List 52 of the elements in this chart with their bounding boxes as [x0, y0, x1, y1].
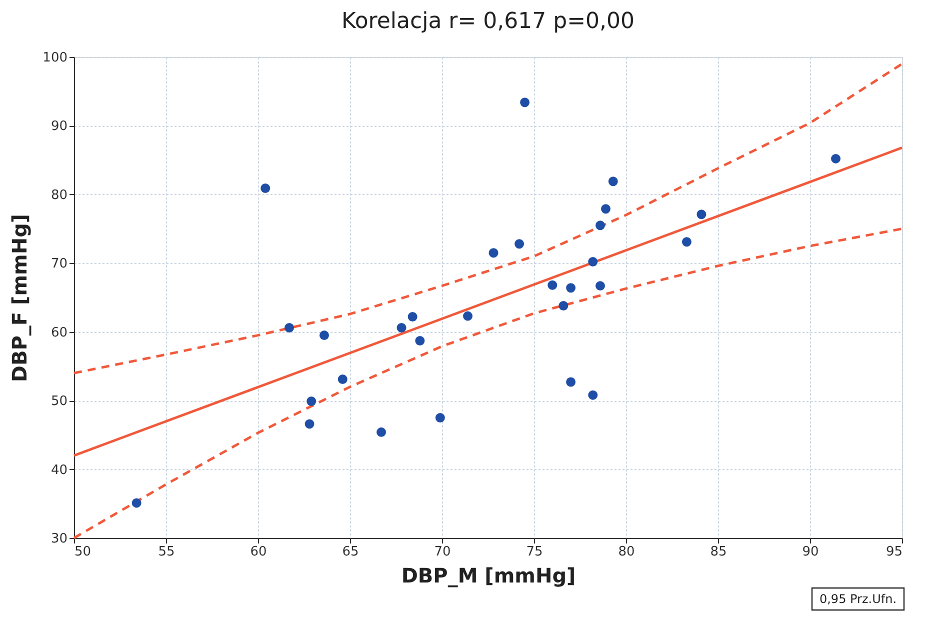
point: [588, 257, 598, 266]
point: [304, 419, 314, 429]
y-tick-label: 50: [50, 394, 68, 410]
x-tick-label: 55: [158, 544, 175, 560]
point: [682, 237, 692, 247]
point: [463, 311, 473, 321]
x-tick-label: 80: [618, 544, 635, 560]
point: [319, 330, 329, 340]
point: [548, 280, 558, 290]
text: 0,95 Prz.Ufn.: [819, 592, 897, 606]
point: [435, 413, 445, 422]
point: [488, 248, 498, 258]
point: [260, 184, 270, 193]
point: [566, 377, 576, 387]
point: [415, 336, 425, 346]
y-tick-label: 60: [50, 325, 68, 340]
x-axis-title: DBP_M [mmHg]: [401, 564, 576, 588]
x-tick-label: 90: [802, 544, 819, 560]
point: [396, 323, 406, 332]
point: [408, 312, 418, 322]
x-tick-label: 95: [886, 544, 902, 560]
point: [306, 396, 316, 406]
x-tick-label: 85: [710, 544, 727, 560]
point: [284, 323, 294, 332]
y-tick-label: 70: [50, 256, 68, 272]
point: [558, 301, 568, 310]
point: [588, 390, 598, 400]
x-tick-label: 50: [74, 544, 92, 560]
point: [831, 154, 841, 164]
y-tick-label: 30: [50, 532, 68, 546]
y-tick-label: 80: [50, 188, 68, 203]
y-tick-label: 90: [50, 119, 68, 134]
point: [595, 220, 605, 230]
point: [601, 204, 611, 214]
point: [132, 498, 142, 508]
point: [338, 374, 348, 384]
chart-title: Korelacja r= 0,617 p=0,00: [342, 9, 634, 34]
y-tick-label: 40: [50, 462, 68, 478]
point: [608, 176, 618, 186]
point: [376, 427, 386, 437]
point: [696, 210, 706, 220]
x-tick-label: 75: [526, 544, 543, 560]
point: [514, 239, 524, 249]
x-tick-label: 60: [250, 544, 267, 560]
y-axis-title: DBP_F [mmHg]: [8, 214, 32, 382]
line-series: [72, 62, 904, 374]
point: [595, 281, 605, 291]
point: [520, 98, 530, 108]
x-tick-label: 70: [434, 544, 451, 560]
y-tick-label: 100: [42, 50, 68, 66]
x-tick-label: 65: [342, 544, 359, 560]
point: [566, 283, 576, 293]
